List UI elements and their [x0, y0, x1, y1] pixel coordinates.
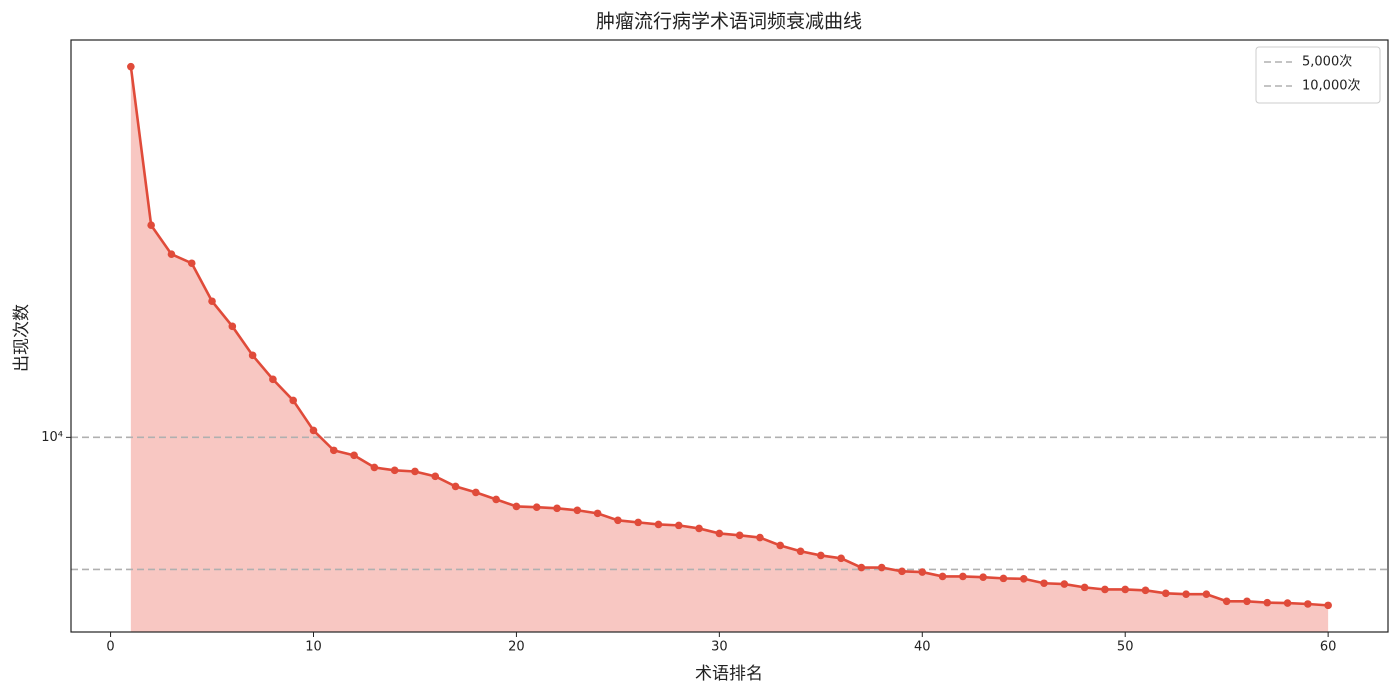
point [1202, 590, 1211, 599]
point [1243, 597, 1251, 606]
point [1304, 600, 1312, 608]
point [756, 533, 764, 542]
point [979, 573, 987, 581]
legend-label: 5,000次 [1302, 54, 1352, 70]
y-tick-label: 10⁴ [41, 430, 63, 445]
point [451, 482, 460, 491]
point [573, 506, 582, 515]
point [817, 551, 825, 560]
point [289, 396, 298, 405]
point [1060, 580, 1069, 588]
x-tick-label: 20 [508, 640, 525, 655]
point [167, 250, 176, 259]
point [959, 572, 967, 581]
point [938, 572, 947, 581]
point [492, 495, 500, 504]
point [776, 541, 785, 550]
point [390, 466, 399, 475]
point [1141, 586, 1150, 595]
point [614, 516, 622, 525]
point [1182, 590, 1190, 599]
x-tick-label: 60 [1320, 640, 1337, 655]
chart-title: 肿瘤流行病学术语词频衰减曲线 [596, 11, 862, 33]
point [1040, 579, 1048, 588]
point [695, 524, 703, 533]
point [350, 451, 358, 460]
point [1263, 598, 1272, 607]
point [1222, 597, 1231, 606]
point [898, 567, 906, 576]
point [329, 446, 338, 455]
x-axis-label: 术语排名 [695, 664, 763, 684]
point [269, 375, 277, 384]
x-tick-label: 40 [914, 640, 931, 655]
point [1121, 585, 1130, 594]
plot-frame [70, 39, 1389, 633]
point [187, 259, 196, 268]
point [147, 221, 155, 230]
point [472, 488, 480, 497]
point [837, 554, 845, 563]
point [532, 503, 541, 512]
legend-label: 10,000次 [1302, 78, 1361, 94]
point [228, 322, 237, 331]
legend-box [1255, 46, 1381, 104]
point [857, 563, 866, 572]
point [208, 297, 216, 306]
point [1080, 583, 1089, 592]
point [918, 568, 927, 576]
point [127, 62, 135, 71]
point [411, 467, 419, 476]
point [654, 520, 663, 529]
point [715, 529, 724, 538]
y-axis-label: 出现次数 [12, 304, 32, 372]
point [796, 547, 805, 556]
x-tick-label: 50 [1117, 640, 1134, 655]
point [309, 426, 318, 435]
point [1019, 574, 1028, 583]
point [735, 531, 744, 540]
x-tick-label: 30 [711, 640, 728, 655]
point [431, 472, 440, 481]
point [1283, 599, 1292, 607]
area [130, 66, 1329, 632]
point [1324, 601, 1332, 610]
point [634, 518, 642, 527]
point [370, 463, 379, 472]
point [512, 502, 521, 511]
point [674, 521, 683, 530]
x-tick-label: 10 [305, 640, 322, 655]
point [1101, 585, 1109, 594]
point [1161, 589, 1170, 598]
point [593, 509, 602, 518]
x-tick-label: 0 [106, 640, 114, 655]
point [248, 351, 257, 360]
point [999, 574, 1008, 583]
point [877, 563, 886, 572]
point [553, 504, 561, 513]
